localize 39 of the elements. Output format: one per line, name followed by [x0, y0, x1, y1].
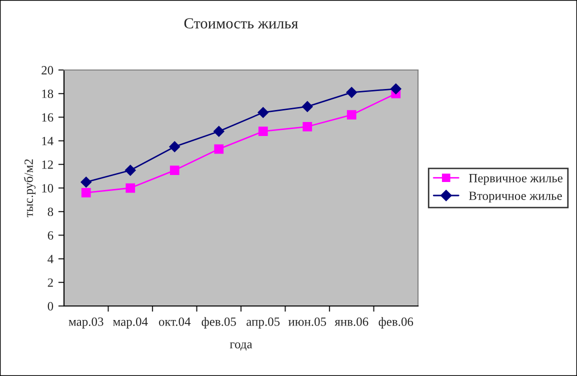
y-tick-label: 16	[42, 113, 54, 122]
y-tick-label: 20	[42, 66, 54, 74]
point	[170, 166, 180, 175]
y-tick-label: 14	[42, 136, 54, 146]
x-axis-title: года	[230, 342, 252, 351]
point	[126, 183, 136, 193]
y-tick-label: 6	[48, 231, 54, 240]
legend-label: Первичное жилье	[468, 174, 562, 185]
point	[169, 141, 180, 152]
point	[258, 126, 268, 136]
point	[214, 144, 224, 154]
y-tick-label: 8	[48, 208, 54, 216]
x-tick-label: июн.05	[288, 317, 326, 326]
x-tick-label: фев.06	[378, 317, 414, 328]
point	[390, 83, 402, 94]
y-tick-label: 4	[48, 254, 54, 264]
point	[124, 164, 136, 176]
point	[81, 188, 91, 198]
point	[302, 101, 313, 112]
y-tick-label: 18	[42, 90, 54, 98]
point	[80, 176, 92, 188]
point	[213, 126, 224, 137]
chart-title: Стоимость жилья	[184, 18, 298, 28]
x-tick-label: мар.03	[68, 317, 104, 328]
x-tick-label: янв.06	[334, 317, 368, 326]
y-tick-label: 12	[42, 160, 53, 169]
y-tick-label: 0	[48, 302, 54, 310]
x-tick-label: фев.05	[202, 317, 236, 328]
legend-label: Вторичное жилье	[468, 192, 562, 203]
point	[302, 122, 312, 132]
x-tick-label: апр.05	[246, 317, 280, 328]
y-tick-label: 10	[42, 184, 54, 192]
x-tick-label: окт.04	[158, 317, 191, 326]
point	[346, 86, 358, 98]
point	[346, 110, 356, 120]
y-tick-label: 2	[48, 278, 53, 287]
y-axis-title: тыс.руб/м2	[24, 159, 36, 218]
x-tick-label: мар.04	[113, 317, 148, 328]
point	[258, 107, 269, 118]
